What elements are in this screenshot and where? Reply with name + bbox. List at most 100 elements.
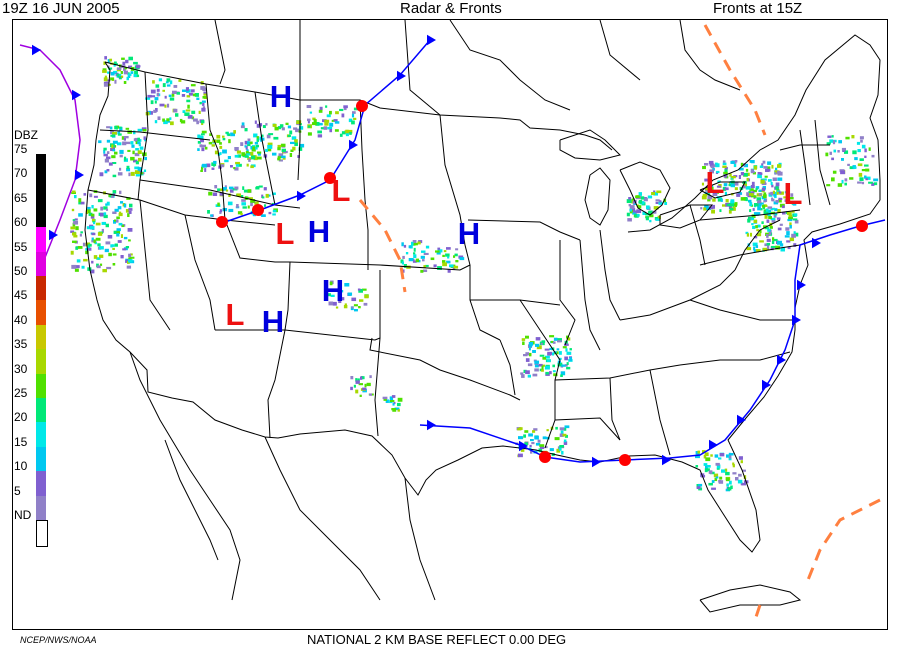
radar-echo — [714, 454, 719, 458]
radar-echo — [98, 246, 104, 250]
radar-echo — [712, 204, 716, 209]
radar-echo — [204, 168, 207, 172]
radar-echo — [255, 144, 259, 148]
radar-echo — [219, 152, 222, 155]
radar-echo — [219, 145, 223, 149]
radar-echo — [455, 248, 459, 251]
radar-echo — [100, 212, 105, 217]
legend-swatch — [36, 349, 46, 375]
legend-title: DBZ — [14, 128, 38, 142]
radar-echo — [211, 167, 215, 170]
radar-echo — [252, 145, 256, 148]
radar-echo — [187, 104, 190, 109]
radar-echo — [777, 227, 782, 231]
high-pressure-label: H — [322, 273, 344, 308]
radar-echo — [340, 290, 344, 293]
radar-echo — [222, 149, 227, 154]
radar-echo — [236, 150, 242, 154]
boundary-line — [374, 337, 381, 437]
radar-echo — [220, 188, 225, 192]
radar-echo — [350, 386, 353, 391]
radar-echo — [268, 211, 272, 215]
radar-echo — [545, 355, 550, 359]
radar-echo — [191, 116, 195, 120]
radar-echo — [859, 136, 864, 140]
radar-echo — [74, 268, 79, 272]
radar-echo — [118, 212, 123, 217]
radar-echo — [343, 107, 347, 111]
radar-echo — [549, 371, 552, 375]
radar-echo — [728, 206, 732, 209]
radar-echo — [517, 453, 523, 458]
radar-echo — [185, 112, 190, 117]
radar-echo — [107, 59, 111, 63]
radar-echo — [88, 243, 92, 247]
radar-echo — [170, 121, 174, 126]
radar-echo — [164, 95, 167, 99]
boundary-line — [699, 209, 801, 221]
radar-echo — [704, 204, 709, 208]
radar-echo — [282, 150, 288, 154]
radar-echo — [827, 135, 832, 138]
radar-echo — [552, 364, 556, 368]
radar-echo — [315, 122, 320, 126]
radar-echo — [825, 152, 829, 157]
radar-echo — [264, 204, 267, 207]
radar-echo — [541, 369, 544, 372]
radar-echo — [134, 170, 140, 174]
radar-echo — [74, 218, 78, 221]
radar-echo — [240, 213, 243, 216]
radar-echo — [191, 110, 196, 114]
radar-echo — [237, 163, 242, 167]
radar-echo — [697, 450, 700, 454]
radar-echo — [260, 139, 263, 142]
radar-echo — [844, 182, 848, 186]
radar-echo — [706, 465, 711, 468]
radar-echo — [521, 338, 526, 341]
radar-echo — [712, 167, 715, 171]
radar-echo — [241, 202, 247, 206]
radar-echo — [710, 186, 714, 190]
radar-echo — [391, 408, 395, 411]
radar-echo — [110, 71, 115, 76]
legend-label: 30 — [14, 361, 28, 376]
boundary-line — [689, 204, 706, 266]
radar-echo — [193, 118, 198, 122]
radar-echo — [72, 190, 76, 193]
radar-echo — [719, 209, 722, 213]
radar-echo — [523, 354, 528, 357]
low-pressure-label: L — [784, 176, 803, 211]
radar-echo — [724, 166, 728, 170]
radar-echo — [225, 189, 229, 192]
radar-echo — [831, 177, 835, 182]
radar-echo — [401, 261, 404, 265]
radar-echo — [290, 141, 295, 145]
radar-echo — [747, 218, 751, 223]
radar-echo — [560, 430, 564, 434]
radar-echo — [766, 242, 771, 246]
radar-echo — [112, 131, 117, 135]
legend-swatch — [36, 324, 46, 350]
radar-echo — [658, 201, 663, 205]
radar-echo — [104, 56, 108, 60]
radar-echo — [261, 194, 264, 199]
boundary-line — [289, 261, 471, 271]
boundary-line — [404, 477, 436, 601]
radar-echo — [253, 157, 258, 161]
radar-echo — [865, 176, 871, 180]
boundary-line — [359, 99, 369, 270]
radar-echo — [233, 167, 236, 170]
radar-echo — [752, 189, 757, 193]
radar-echo — [266, 134, 271, 139]
radar-echo — [87, 209, 91, 214]
radar-echo — [704, 178, 709, 182]
radar-echo — [128, 239, 131, 242]
radar-echo — [247, 205, 250, 209]
radar-echo — [528, 433, 533, 437]
radar-echo — [251, 155, 256, 160]
radar-echo — [738, 473, 742, 477]
radar-echo — [78, 201, 82, 205]
radar-echo — [154, 100, 157, 104]
radar-echo — [397, 397, 403, 402]
radar-echo — [115, 230, 121, 234]
